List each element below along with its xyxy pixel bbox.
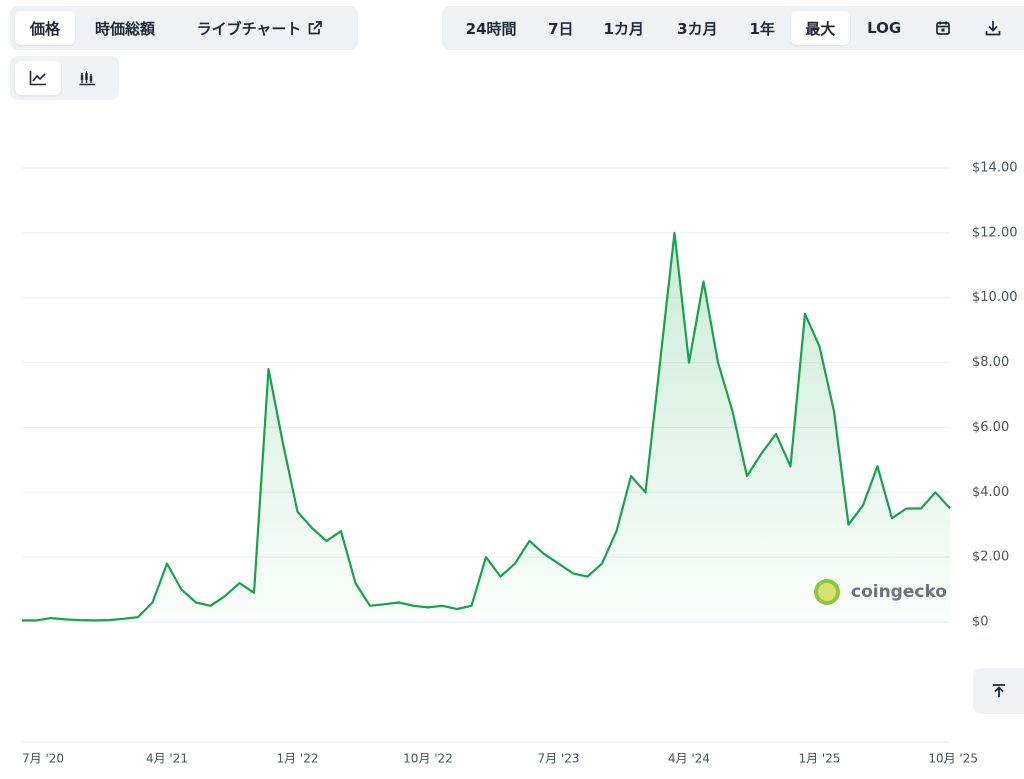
candle-chart-button[interactable]: [61, 61, 113, 95]
y-tick-label: $12.00: [972, 225, 1018, 240]
range-max[interactable]: 最大: [790, 11, 850, 45]
watermark: coingecko: [814, 579, 947, 605]
tab-market-cap[interactable]: 時価総額: [94, 19, 155, 38]
x-tick-label: 7月 '23: [537, 752, 579, 766]
range-3m[interactable]: 3カ月: [677, 19, 718, 38]
price-line: [22, 231, 951, 622]
line-chart-button[interactable]: [15, 61, 61, 95]
external-link-icon: [309, 21, 323, 35]
tab-live-chart[interactable]: ライブチャート: [175, 11, 345, 45]
x-tick-label: 10月 '25: [928, 752, 978, 766]
arrow-up-icon: [992, 684, 1005, 697]
range-tabs: 24時間 7日 1カ月 3カ月 1年 最大 LOG: [442, 6, 1024, 50]
x-tick-label: 4月 '21: [146, 752, 188, 766]
y-tick-label: $14.00: [972, 161, 1018, 176]
y-tick-label: $8.00: [972, 355, 1009, 370]
calendar-icon: [936, 21, 950, 35]
range-1m[interactable]: 1カ月: [603, 19, 644, 38]
watermark-logo-inner: [818, 583, 836, 601]
watermark-text: coingecko: [851, 582, 947, 602]
y-tick-label: $0: [972, 615, 989, 630]
view-tabs: 価格 時価総額 ライブチャート: [10, 6, 358, 50]
x-tick-label: 7月 '20: [22, 752, 64, 766]
x-tick-label: 1月 '25: [798, 752, 840, 766]
chart-style-tabs: [10, 56, 119, 100]
range-24h[interactable]: 24時間: [465, 19, 517, 38]
log-toggle[interactable]: LOG: [867, 19, 902, 37]
y-tick-label: $4.00: [972, 485, 1009, 500]
x-tick-label: 4月 '24: [668, 752, 710, 766]
range-1y[interactable]: 1年: [749, 19, 775, 38]
price-area: [22, 232, 950, 622]
x-tick-label: 1月 '22: [276, 752, 318, 766]
candle-chart-icon: [79, 71, 95, 86]
y-tick-label: $6.00: [972, 420, 1009, 435]
tab-live-chart-label: ライブチャート: [196, 19, 302, 38]
y-tick-label: $2.00: [972, 550, 1009, 565]
download-button[interactable]: [968, 11, 1019, 45]
download-icon: [986, 21, 1001, 36]
calendar-button[interactable]: [919, 11, 968, 45]
range-7d[interactable]: 7日: [548, 19, 574, 38]
back-to-top[interactable]: [973, 668, 1024, 714]
y-tick-label: $10.00: [972, 290, 1018, 305]
line-chart-icon: [29, 71, 46, 86]
x-tick-label: 10月 '22: [403, 752, 453, 766]
tab-price[interactable]: 価格: [15, 11, 75, 45]
